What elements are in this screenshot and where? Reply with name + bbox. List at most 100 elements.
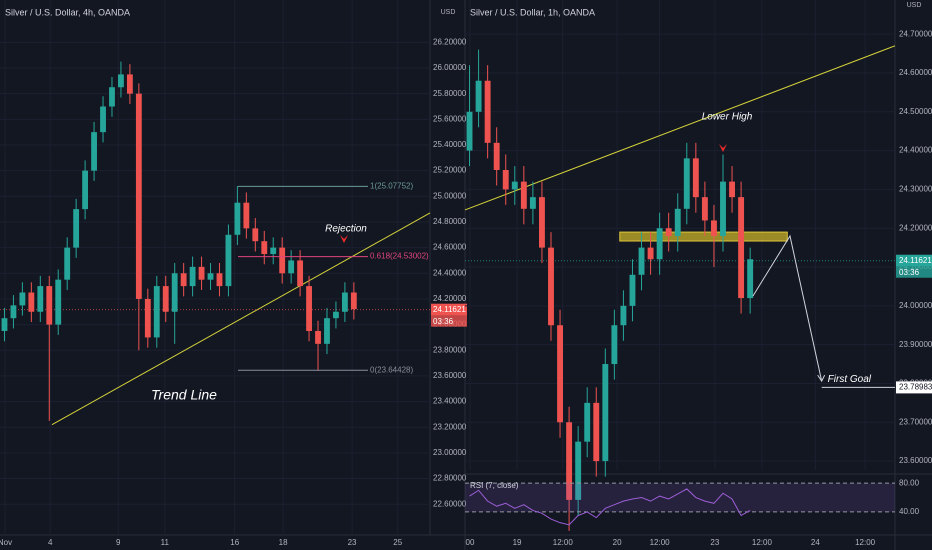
candle-body [55,279,62,325]
candle-body [1,318,8,332]
countdown-badge [431,315,467,327]
y-tick-label: 23.20000 [433,422,467,431]
countdown-label: 03:36 [899,268,920,277]
chart-title: Silver / U.S. Dollar, 1h, OANDA [470,7,595,17]
rsi-band [465,483,895,512]
candle-body [747,259,754,299]
candle-body [324,318,330,344]
y-tick-label: 22.60000 [433,499,467,508]
candle-body [548,247,554,326]
y-tick-label: 25.80000 [433,89,467,98]
x-tick-label: 12:00 [650,538,671,547]
candle-body [475,80,482,112]
candle-body [216,273,223,287]
candle-body [109,87,115,107]
candle-body [118,74,124,88]
y-tick-label: 24.60000 [433,243,467,252]
x-tick-label: 25 [393,538,402,547]
candle-body [28,292,35,312]
candle-body [225,234,232,287]
candle-body [252,228,259,242]
candle-body [701,197,708,221]
x-tick-label: 12:00 [553,538,574,547]
candle-body [180,273,187,287]
axis-unit: USD [907,2,922,9]
x-tick-label: 20 [613,538,622,547]
candle-body [584,402,591,442]
trend-line-label: Trend Line [151,387,217,403]
candle-body [502,169,509,190]
candle-body [135,93,142,299]
candle-body [350,292,357,310]
candle-body [261,241,268,255]
candle-body [306,286,312,332]
candle-body [611,325,618,365]
candle-body [720,181,726,236]
candle-body [270,247,277,255]
candle-body [171,273,178,312]
y-tick-label: 25.20000 [433,166,467,175]
candle-body [315,331,321,344]
candle-body [575,441,582,500]
candle-body [333,311,339,319]
y-tick-label: 24.00000 [899,301,932,310]
x-tick-label: 12:00 [752,538,773,547]
x-tick-label: 11 [161,538,170,547]
candle-body [484,80,491,143]
last-price-badge [431,303,467,316]
candle-body [493,142,500,170]
last-price-label: 24.11621 [433,305,466,314]
chart-title: Silver / U.S. Dollar, 4h, OANDA [5,7,130,17]
candle-body [692,158,699,198]
y-tick-label: 25.00000 [433,191,467,200]
y-tick-label: 24.20000 [433,294,467,303]
y-tick-label: 24.20000 [899,223,932,232]
y-tick-label: 24.70000 [899,29,932,38]
candle-body [19,292,26,306]
countdown-label: 03:36 [433,317,454,326]
candle-body [198,266,205,280]
y-tick-label: 23.60000 [433,371,467,380]
candle-body [144,298,151,338]
annotation-arrow [340,235,348,243]
projection-label: First Goal [828,374,872,385]
candle-body [566,422,573,500]
trend-line [51,212,431,426]
candle-body [593,402,600,462]
candle-body [529,197,536,209]
y-tick-label: 24.60000 [899,68,932,77]
candle-body [288,260,295,274]
x-tick-label: 23 [348,538,357,547]
candle-body [729,181,735,198]
fib-label: 0.618(24.53002) [370,252,429,261]
candle-body [557,325,563,423]
candle-body [647,247,654,260]
resistance-zone [619,231,788,242]
last-price-badge [896,254,932,267]
y-tick-label: 26.00000 [433,63,467,72]
candle-body [738,197,745,299]
x-tick-label: 23 [710,538,719,547]
candle-body [243,202,250,229]
annotation: Rejection [325,224,367,235]
y-tick-label: 80.00 [899,478,920,487]
candle-body [466,111,473,151]
x-tick-label: 24 [811,538,820,547]
y-tick-label: 40.00 [899,507,920,516]
trend-line [464,45,896,211]
candle-body [638,247,645,275]
x-tick-label: 16 [230,538,239,547]
arrow-head [817,374,826,383]
x-tick-label: 19 [513,538,522,547]
candle-body [64,247,71,280]
y-tick-label: 26.20000 [433,37,467,46]
y-tick-label: 24.40000 [433,268,467,277]
candle-body [279,247,286,274]
y-tick-label: 23.70000 [899,417,932,426]
candle-body [665,228,672,236]
annotation-arrow [719,144,727,152]
candle-body [656,228,663,260]
candle-body [91,132,97,171]
